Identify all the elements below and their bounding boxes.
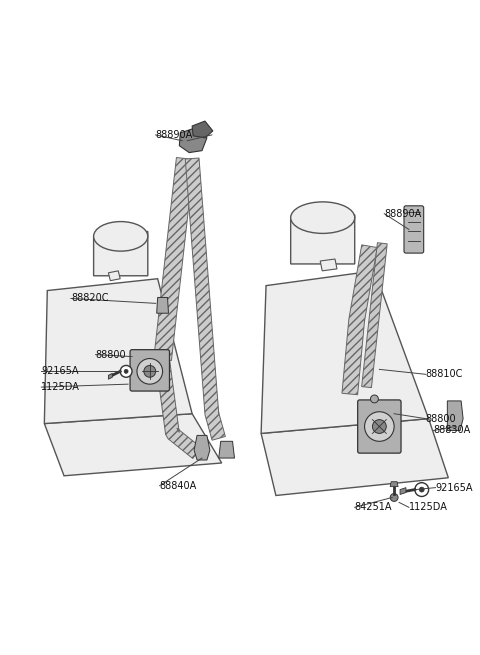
Text: 88810C: 88810C xyxy=(426,369,463,379)
Polygon shape xyxy=(156,358,202,458)
Text: 84251A: 84251A xyxy=(355,502,392,512)
Polygon shape xyxy=(390,481,398,487)
Polygon shape xyxy=(108,271,120,281)
Polygon shape xyxy=(156,297,168,313)
Polygon shape xyxy=(361,243,387,388)
Text: 88830A: 88830A xyxy=(433,426,471,436)
Polygon shape xyxy=(342,245,377,395)
Circle shape xyxy=(372,420,386,434)
Text: 92165A: 92165A xyxy=(41,366,79,377)
Circle shape xyxy=(419,487,424,492)
Circle shape xyxy=(144,365,156,377)
Circle shape xyxy=(120,365,132,377)
Polygon shape xyxy=(154,157,194,360)
Circle shape xyxy=(415,483,429,496)
Circle shape xyxy=(365,412,394,441)
Polygon shape xyxy=(180,128,207,153)
Ellipse shape xyxy=(94,221,148,251)
Circle shape xyxy=(390,493,398,502)
Polygon shape xyxy=(320,259,337,271)
Polygon shape xyxy=(261,271,429,434)
Polygon shape xyxy=(219,441,235,458)
Polygon shape xyxy=(261,419,448,495)
Text: 92165A: 92165A xyxy=(435,483,473,493)
Polygon shape xyxy=(192,121,213,138)
FancyBboxPatch shape xyxy=(358,400,401,453)
Text: 88800: 88800 xyxy=(426,414,456,424)
Ellipse shape xyxy=(291,202,355,233)
Text: 88890A: 88890A xyxy=(156,130,193,140)
Polygon shape xyxy=(44,279,192,424)
Circle shape xyxy=(137,358,163,384)
Circle shape xyxy=(124,369,128,373)
FancyBboxPatch shape xyxy=(130,350,169,391)
Text: 88840A: 88840A xyxy=(160,481,197,491)
Text: 88890A: 88890A xyxy=(384,209,421,219)
Circle shape xyxy=(371,395,378,403)
Polygon shape xyxy=(400,487,406,495)
Polygon shape xyxy=(185,158,226,440)
Text: 88820C: 88820C xyxy=(71,293,108,303)
Polygon shape xyxy=(194,436,210,460)
Text: 88800: 88800 xyxy=(96,350,126,360)
Text: 1125DA: 1125DA xyxy=(41,382,80,392)
Text: 1125DA: 1125DA xyxy=(409,502,448,512)
Polygon shape xyxy=(94,231,148,276)
Polygon shape xyxy=(108,373,112,379)
Polygon shape xyxy=(44,414,222,476)
Polygon shape xyxy=(291,215,355,264)
Polygon shape xyxy=(447,401,463,430)
FancyBboxPatch shape xyxy=(404,206,424,253)
